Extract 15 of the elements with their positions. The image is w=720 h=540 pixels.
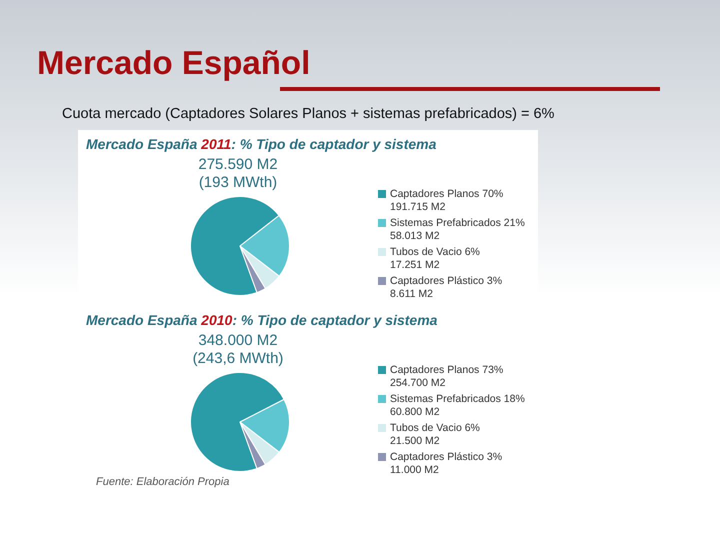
text: 275.590 M2 (193 MWth) [197, 156, 279, 191]
legend-label: Sistemas Prefabricados 21% 58.013 M2 [390, 217, 525, 243]
text: Cuota mercado (Captadores Solares Planos + sistemas prefabricados) = 6% [62, 106, 554, 122]
text: Mercado Español [37, 44, 310, 82]
chart-subtitle: 348.000 M2 (243,6 MWth) [192, 332, 284, 367]
legend-label: Tubos de Vacio 6% 21.500 M2 [390, 422, 480, 448]
source-note: Fuente: Elaboración Propia [96, 476, 230, 488]
legend-label: Captadores Plástico 3% 11.000 M2 [390, 451, 502, 477]
legend-label: Captadores Plástico 3% 8.611 M2 [390, 275, 502, 301]
legend-label: Captadores Planos 70% 191.715 M2 [390, 188, 504, 214]
legend-label: Tubos de Vacio 6% 17.251 M2 [390, 246, 480, 272]
chart-title: Mercado España 2011: % Tipo de captador y sistema [86, 136, 436, 152]
legend-label: Captadores Planos 73% 254.700 M2 [390, 364, 504, 390]
chart-title: Mercado España 2010: % Tipo de captador y sistema [86, 312, 438, 328]
legend-label: Sistemas Prefabricados 18% 60.800 M2 [390, 393, 525, 419]
